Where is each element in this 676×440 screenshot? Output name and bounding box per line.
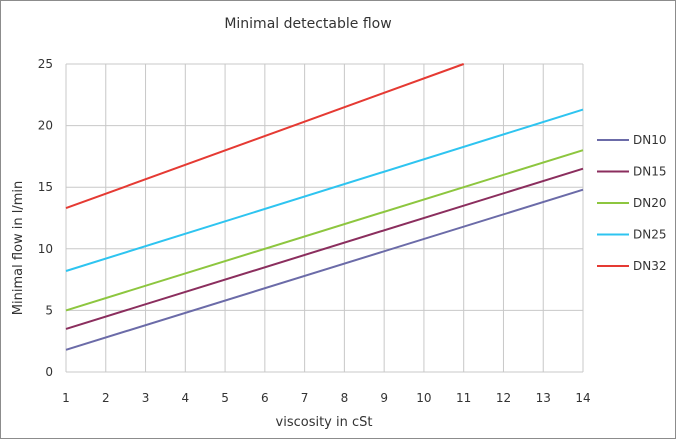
x-tick-label: 6	[261, 391, 269, 405]
x-tick-label: 2	[102, 391, 110, 405]
y-tick-label: 10	[38, 242, 53, 256]
legend-label-dn10: DN10	[633, 133, 667, 147]
x-tick-label: 13	[536, 391, 551, 405]
legend-label-dn32: DN32	[633, 259, 667, 273]
y-tick-label: 0	[45, 365, 53, 379]
y-tick-label: 15	[38, 180, 53, 194]
x-tick-label: 11	[456, 391, 471, 405]
legend-label-dn25: DN25	[633, 228, 667, 242]
x-tick-label: 12	[496, 391, 511, 405]
y-axis-ticks: 0 5 10 15 20 25	[38, 57, 53, 379]
y-axis-label: Minimal flow in l/min	[11, 181, 26, 315]
x-tick-label: 3	[142, 391, 150, 405]
series-line-dn25	[65, 108, 584, 272]
y-tick-label: 20	[38, 119, 53, 133]
x-tick-label: 8	[341, 391, 349, 405]
x-tick-label: 7	[301, 391, 309, 405]
series-line-dn20	[65, 149, 584, 312]
legend-label-dn15: DN15	[633, 165, 667, 179]
x-axis-label: viscosity in cSt	[276, 415, 373, 430]
y-tick-label: 5	[45, 303, 53, 317]
x-tick-label: 14	[575, 391, 590, 405]
y-tick-label: 25	[38, 57, 53, 71]
x-tick-label: 9	[380, 391, 388, 405]
x-axis-ticks: 1 2 3 4 5 6 7 8 9 10 11 12 13 14	[62, 391, 590, 405]
x-tick-label: 4	[181, 391, 189, 405]
x-tick-label: 10	[416, 391, 431, 405]
x-tick-label: 1	[62, 391, 70, 405]
series-lines	[65, 63, 584, 351]
legend-label-dn20: DN20	[633, 196, 667, 210]
series-line-dn10	[65, 188, 584, 351]
series-line-dn32	[65, 63, 465, 210]
chart-title: Minimal detectable flow	[224, 16, 391, 32]
legend: DN10 DN15 DN20 DN25 DN32	[597, 133, 667, 273]
series-line-dn15	[65, 167, 584, 330]
x-tick-label: 5	[221, 391, 229, 405]
